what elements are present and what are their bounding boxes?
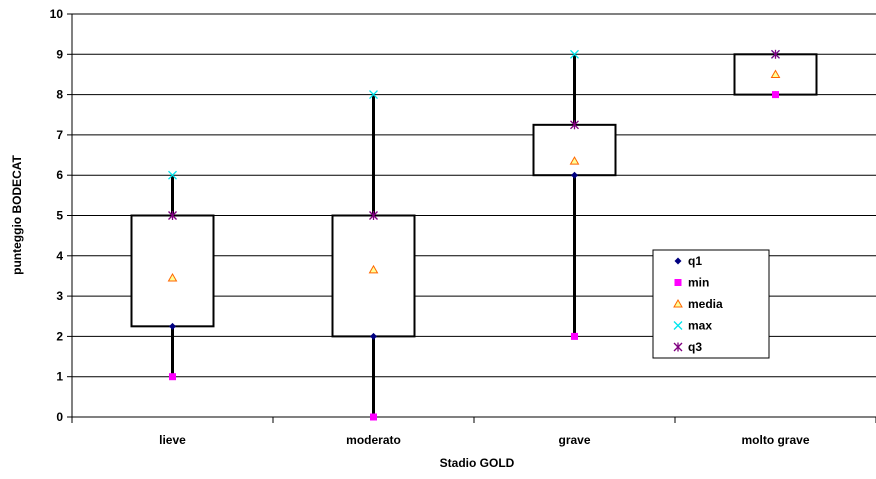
x-stroke (570, 49, 579, 59)
data-point-q3 (168, 211, 177, 220)
data-point-max (369, 90, 378, 100)
data-point-min (169, 373, 176, 381)
box (331, 214, 416, 338)
box (532, 123, 617, 177)
data-point-q1 (169, 322, 176, 330)
triangle-shape (167, 272, 178, 282)
y-tick-label: 3 (56, 289, 63, 303)
data-point-q3 (570, 120, 579, 130)
data-point-max (570, 49, 579, 59)
data-point-media (167, 272, 178, 282)
data-point-q3 (369, 211, 378, 220)
data-point-q3 (771, 49, 780, 59)
legend-label: q3 (688, 340, 702, 354)
y-tick-label: 7 (56, 128, 63, 142)
square-shape (370, 413, 377, 421)
data-point-media (368, 264, 379, 274)
data-point-q1 (370, 332, 377, 340)
data-point-min (772, 91, 779, 99)
y-tick-label: 9 (56, 47, 63, 61)
markers (167, 49, 781, 421)
data-point-min (370, 413, 377, 421)
x-stroke (369, 90, 378, 100)
diamond-shape (370, 332, 377, 340)
legend-marker-min (674, 279, 682, 286)
y-tick-label: 8 (56, 88, 63, 102)
y-axis-title: punteggio BODECAT (10, 154, 24, 274)
y-tick-label: 1 (56, 370, 63, 384)
triangle-shape (368, 264, 379, 274)
legend-marker-q1 (674, 257, 682, 265)
x-stroke (168, 170, 177, 180)
legend-marker-media (673, 298, 683, 308)
legend-label: q1 (688, 254, 702, 268)
y-tick-label: 10 (50, 7, 64, 21)
data-point-media (569, 156, 580, 165)
y-tick-label: 0 (56, 410, 63, 424)
data-point-media (770, 69, 781, 78)
diamond-shape (674, 257, 682, 265)
legend-label: media (688, 297, 723, 311)
data-point-max (168, 170, 177, 180)
x-tick-label: lieve (159, 433, 186, 447)
y-tick-label: 4 (56, 249, 63, 263)
diamond-shape (169, 322, 176, 330)
x-stroke (673, 321, 683, 330)
y-tick-label: 5 (56, 209, 63, 223)
legend-label: min (688, 276, 709, 290)
box (130, 214, 215, 328)
boxes (130, 53, 818, 417)
y-tick-label: 6 (56, 168, 63, 182)
x-tick-label: molto grave (741, 433, 809, 447)
legend: q1 min media max q3 (652, 249, 770, 359)
triangle-shape (770, 69, 781, 78)
legend-marker-max (673, 321, 683, 330)
data-point-q1 (571, 171, 578, 179)
data-point-min (571, 332, 578, 340)
x-axis-title: Stadio GOLD (440, 456, 515, 470)
diamond-shape (571, 171, 578, 179)
triangle-shape (569, 156, 580, 165)
x-tick-label: moderato (346, 433, 401, 447)
x-tick-label: grave (558, 433, 590, 447)
triangle-shape (673, 298, 683, 308)
y-tick-label: 2 (56, 329, 63, 343)
legend-marker-q3 (673, 342, 683, 352)
legend-box (652, 249, 770, 359)
axes: 0 1 2 3 4 5 6 7 8 9 10 lieve moderato grave molto grav… (50, 7, 876, 447)
square-shape (169, 373, 176, 381)
square-shape (772, 91, 779, 99)
square-shape (571, 332, 578, 340)
legend-label: max (688, 319, 712, 333)
square-shape (674, 279, 682, 286)
